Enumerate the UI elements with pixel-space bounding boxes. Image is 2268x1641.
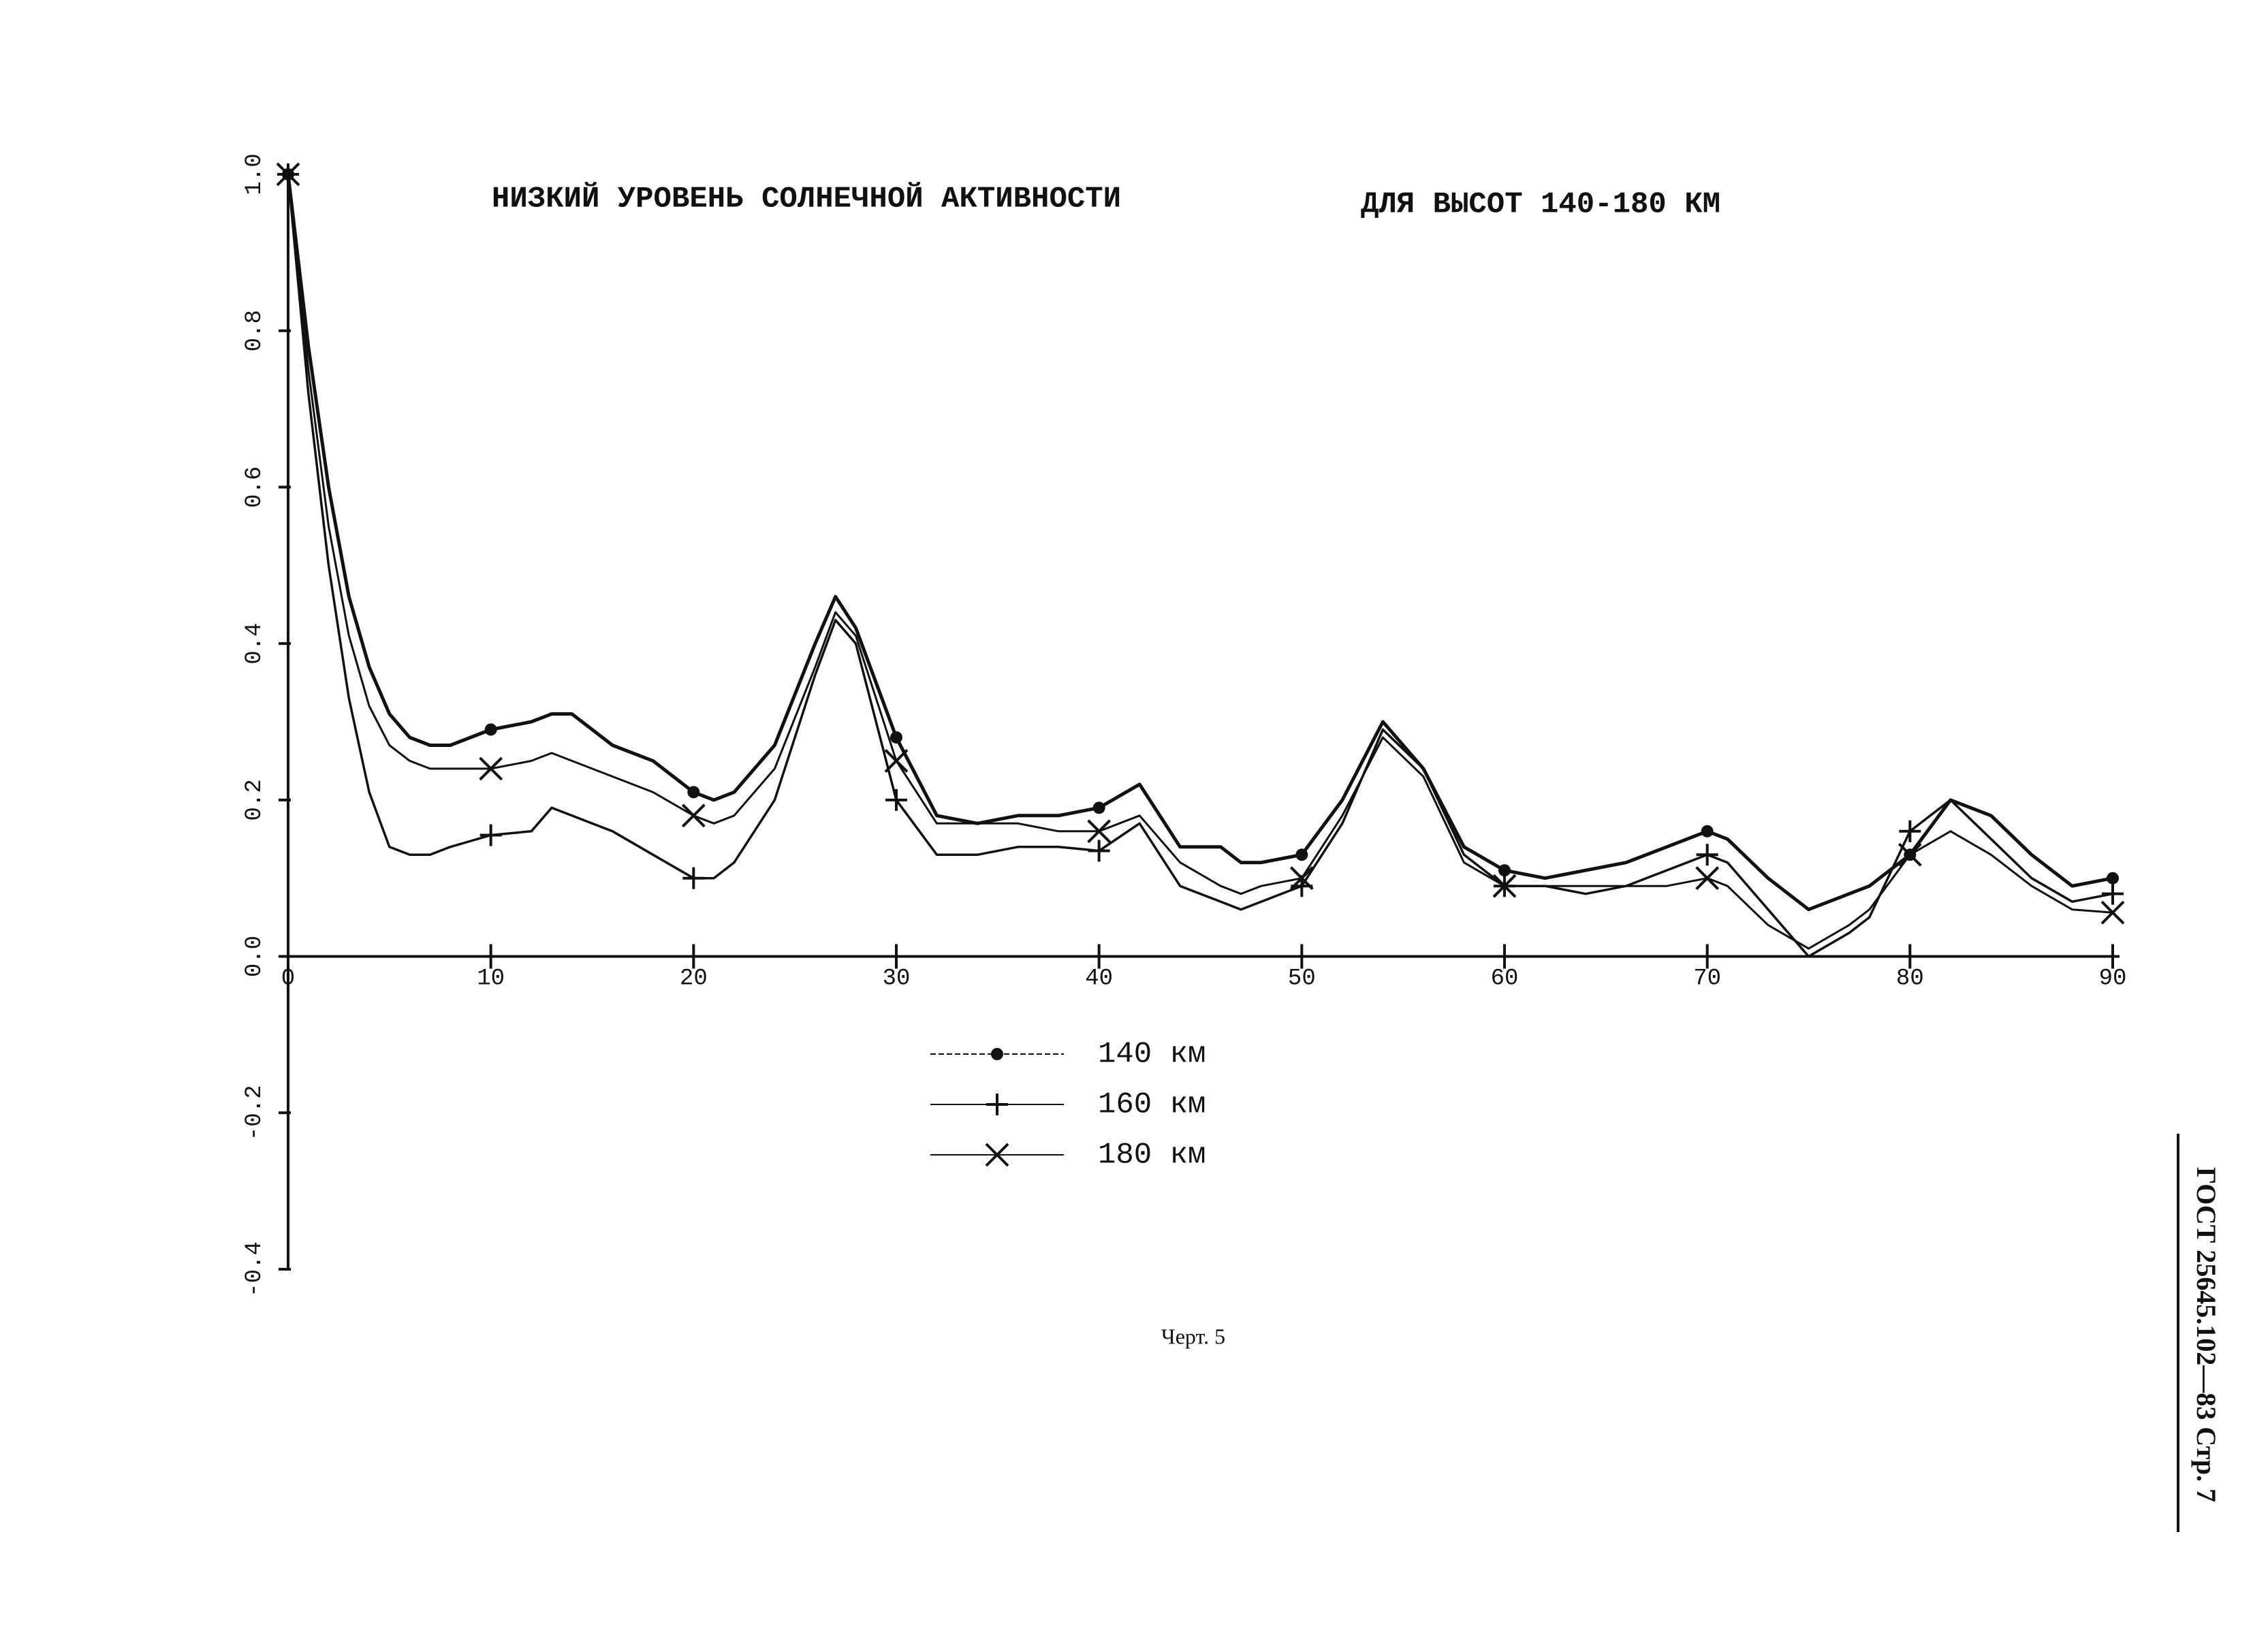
marker-part xyxy=(985,1143,1009,1167)
marker xyxy=(479,756,503,781)
marker xyxy=(1088,840,1110,862)
y-tick-label: 0.4 xyxy=(242,623,268,665)
marker-part xyxy=(884,749,909,773)
x-tick-label: 30 xyxy=(883,966,911,992)
y-tick-label: 0.2 xyxy=(242,779,268,820)
series-line xyxy=(287,174,2113,958)
marker xyxy=(1897,842,1922,867)
marker xyxy=(681,803,706,828)
caption: Черт. 5 xyxy=(1161,1324,1225,1348)
legend-label: 160 км xyxy=(1098,1088,1206,1122)
marker xyxy=(1696,844,1718,866)
marker xyxy=(2107,872,2119,885)
marker xyxy=(1498,864,1511,877)
series-line xyxy=(286,174,2113,912)
x-tick-label: 40 xyxy=(1085,966,1113,992)
x-tick-label: 20 xyxy=(680,966,708,992)
marker xyxy=(682,867,705,889)
marker-part xyxy=(484,723,497,736)
marker xyxy=(484,723,497,736)
x-tick-label: 80 xyxy=(1896,966,1924,992)
marker xyxy=(276,162,300,187)
marker-part xyxy=(1492,874,1517,898)
marker-part xyxy=(479,756,503,781)
marker-part xyxy=(681,803,706,828)
marker-part xyxy=(1897,842,1922,867)
marker-part xyxy=(1289,866,1314,891)
marker xyxy=(1695,866,1720,891)
marker-part xyxy=(1498,864,1511,877)
x-tick-label: 60 xyxy=(1491,966,1519,992)
marker-part xyxy=(276,162,300,187)
marker xyxy=(687,786,700,799)
marker xyxy=(985,1143,1009,1167)
x-tick-label: 0 xyxy=(281,966,295,992)
marker xyxy=(2100,900,2125,925)
x-tick-label: 50 xyxy=(1288,966,1316,992)
marker-part xyxy=(2107,872,2119,885)
y-tick-label: -0.2 xyxy=(242,1085,268,1141)
marker-part xyxy=(1295,848,1308,861)
y-tick-label: 0.6 xyxy=(242,466,268,508)
x-tick-label: 90 xyxy=(2099,966,2127,992)
marker-part xyxy=(1701,825,1714,838)
marker xyxy=(1092,801,1105,814)
marker xyxy=(884,749,909,773)
chart-subtitle: ДЛЯ ВЫСОТ 140-180 КМ xyxy=(1361,188,1720,222)
marker xyxy=(885,788,907,811)
marker xyxy=(890,731,902,744)
legend-label: 180 км xyxy=(1098,1138,1206,1173)
marker xyxy=(2102,882,2124,905)
marker xyxy=(1087,819,1112,844)
marker xyxy=(1701,825,1714,838)
chart-title: НИЗКИЙ УРОВЕНЬ СОЛНЕЧНОЙ АКТИВНОСТИ xyxy=(492,182,1121,217)
marker-part xyxy=(1695,866,1720,891)
marker xyxy=(1492,874,1517,898)
marker xyxy=(991,1048,1003,1060)
marker-part xyxy=(991,1048,1003,1060)
marker-part xyxy=(1087,819,1112,844)
page-header: ГОСТ 25645.102—83 Стр. 7 xyxy=(2191,1167,2222,1502)
marker xyxy=(1899,820,1921,842)
marker-part xyxy=(1092,801,1105,814)
marker-part xyxy=(2100,900,2125,925)
marker xyxy=(986,1094,1008,1115)
marker xyxy=(479,824,502,846)
x-tick-label: 70 xyxy=(1693,966,1721,992)
y-tick-label: 0.8 xyxy=(242,310,268,351)
x-tick-label: 10 xyxy=(477,966,505,992)
y-tick-label: 1.0 xyxy=(242,153,268,195)
legend-label: 140 км xyxy=(1098,1038,1206,1072)
marker-part xyxy=(687,786,700,799)
marker-part xyxy=(890,731,902,744)
y-tick-label: 0.0 xyxy=(242,936,268,977)
marker xyxy=(1295,848,1308,861)
series-line xyxy=(287,174,2113,950)
y-tick-label: -0.4 xyxy=(242,1241,268,1297)
marker xyxy=(1289,866,1314,891)
